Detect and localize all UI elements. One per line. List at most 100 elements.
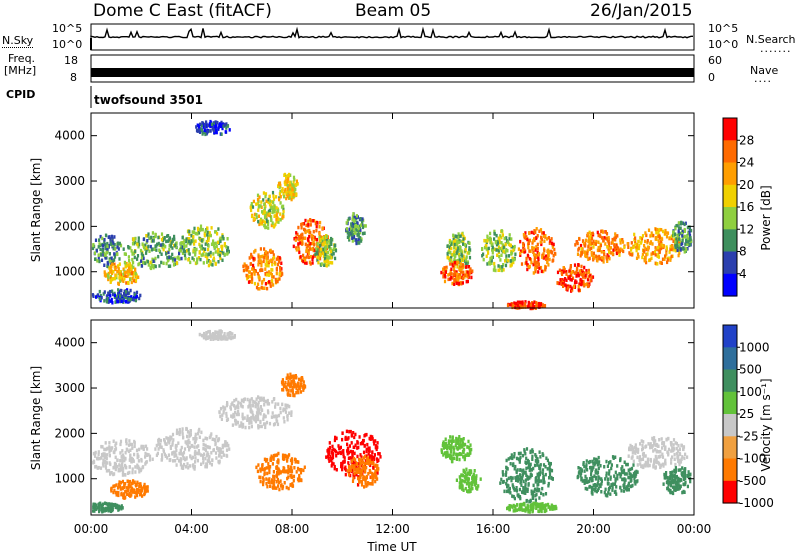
data-cell <box>274 277 277 282</box>
data-cell <box>116 486 120 490</box>
data-cell <box>584 273 587 278</box>
data-cell <box>270 279 274 283</box>
data-cell <box>162 237 165 242</box>
data-cell <box>360 237 363 241</box>
data-cell <box>150 239 153 243</box>
data-cell <box>461 449 465 454</box>
data-cell <box>325 245 328 249</box>
data-cell <box>531 241 534 245</box>
data-cell <box>586 282 589 286</box>
data-cell <box>686 234 689 239</box>
data-cell <box>603 250 606 255</box>
data-cell <box>106 247 109 252</box>
data-cell <box>311 255 315 259</box>
data-cell <box>136 242 139 247</box>
data-cell <box>258 396 262 401</box>
data-cell <box>453 239 456 244</box>
data-cell <box>504 263 508 268</box>
data-cell <box>188 464 191 468</box>
data-cell <box>345 227 348 231</box>
data-cell <box>623 245 626 249</box>
data-cell <box>313 235 316 240</box>
data-cell <box>117 504 120 509</box>
data-cell <box>118 241 121 246</box>
data-cell <box>298 236 301 241</box>
data-cell <box>535 502 538 507</box>
data-cell <box>559 278 562 282</box>
data-cell <box>649 234 652 238</box>
data-cell <box>278 277 281 281</box>
data-cell <box>247 405 250 409</box>
data-cell <box>232 414 235 418</box>
data-cell <box>118 257 121 261</box>
data-cell <box>101 445 104 449</box>
data-cell <box>264 272 267 276</box>
data-cell <box>301 385 304 389</box>
data-cell <box>289 185 292 189</box>
data-cell <box>178 427 181 432</box>
data-cell <box>203 233 206 238</box>
data-cell <box>116 458 119 462</box>
data-cell <box>264 250 267 254</box>
data-cell <box>505 489 509 494</box>
data-cell <box>214 451 218 455</box>
data-cell <box>360 457 363 462</box>
data-cell <box>271 411 274 415</box>
data-cell <box>359 228 362 232</box>
data-cell <box>584 244 587 248</box>
data-cell <box>281 214 284 219</box>
data-cell <box>202 460 205 465</box>
data-cell <box>583 250 586 254</box>
data-cell <box>263 468 266 472</box>
data-cell <box>114 505 117 510</box>
data-cell <box>634 242 637 246</box>
data-cell <box>313 243 316 247</box>
data-cell <box>135 290 139 295</box>
data-cell <box>263 212 266 216</box>
data-cell <box>196 257 199 261</box>
data-cell <box>585 269 588 273</box>
data-cell <box>369 460 372 465</box>
data-cell <box>137 275 140 279</box>
data-cell <box>257 408 261 412</box>
data-cell <box>263 247 266 251</box>
data-cell <box>93 509 96 513</box>
data-cell <box>94 238 98 242</box>
data-cell <box>205 252 208 256</box>
data-cell <box>525 447 529 451</box>
data-cell <box>96 259 99 263</box>
data-cell <box>207 236 210 241</box>
data-cell <box>127 246 130 250</box>
data-cell <box>679 226 682 230</box>
data-cell <box>133 490 136 495</box>
data-cell <box>202 456 205 460</box>
data-cell <box>202 261 205 265</box>
data-cell <box>464 479 467 484</box>
data-cell <box>365 432 368 437</box>
data-cell <box>573 263 577 267</box>
data-cell <box>622 249 625 254</box>
data-cell <box>135 275 139 280</box>
data-cell <box>367 446 370 451</box>
data-cell <box>369 434 372 439</box>
data-cell <box>250 252 253 257</box>
data-cell <box>226 124 230 128</box>
data-cell <box>129 277 132 282</box>
data-cell <box>455 446 458 450</box>
data-cell <box>355 461 358 466</box>
data-cell <box>303 465 306 469</box>
data-cell <box>512 462 515 466</box>
data-cell <box>334 248 338 253</box>
data-cell <box>173 237 176 242</box>
data-cell <box>471 486 474 491</box>
data-cell <box>134 470 137 474</box>
data-cell <box>297 242 300 246</box>
data-cell <box>206 226 209 231</box>
data-cell <box>491 245 494 250</box>
data-cell <box>295 386 298 390</box>
data-cell <box>521 476 524 481</box>
data-cell <box>465 467 468 472</box>
data-cell <box>262 191 265 195</box>
data-cell <box>226 417 230 422</box>
data-cell <box>465 453 468 457</box>
